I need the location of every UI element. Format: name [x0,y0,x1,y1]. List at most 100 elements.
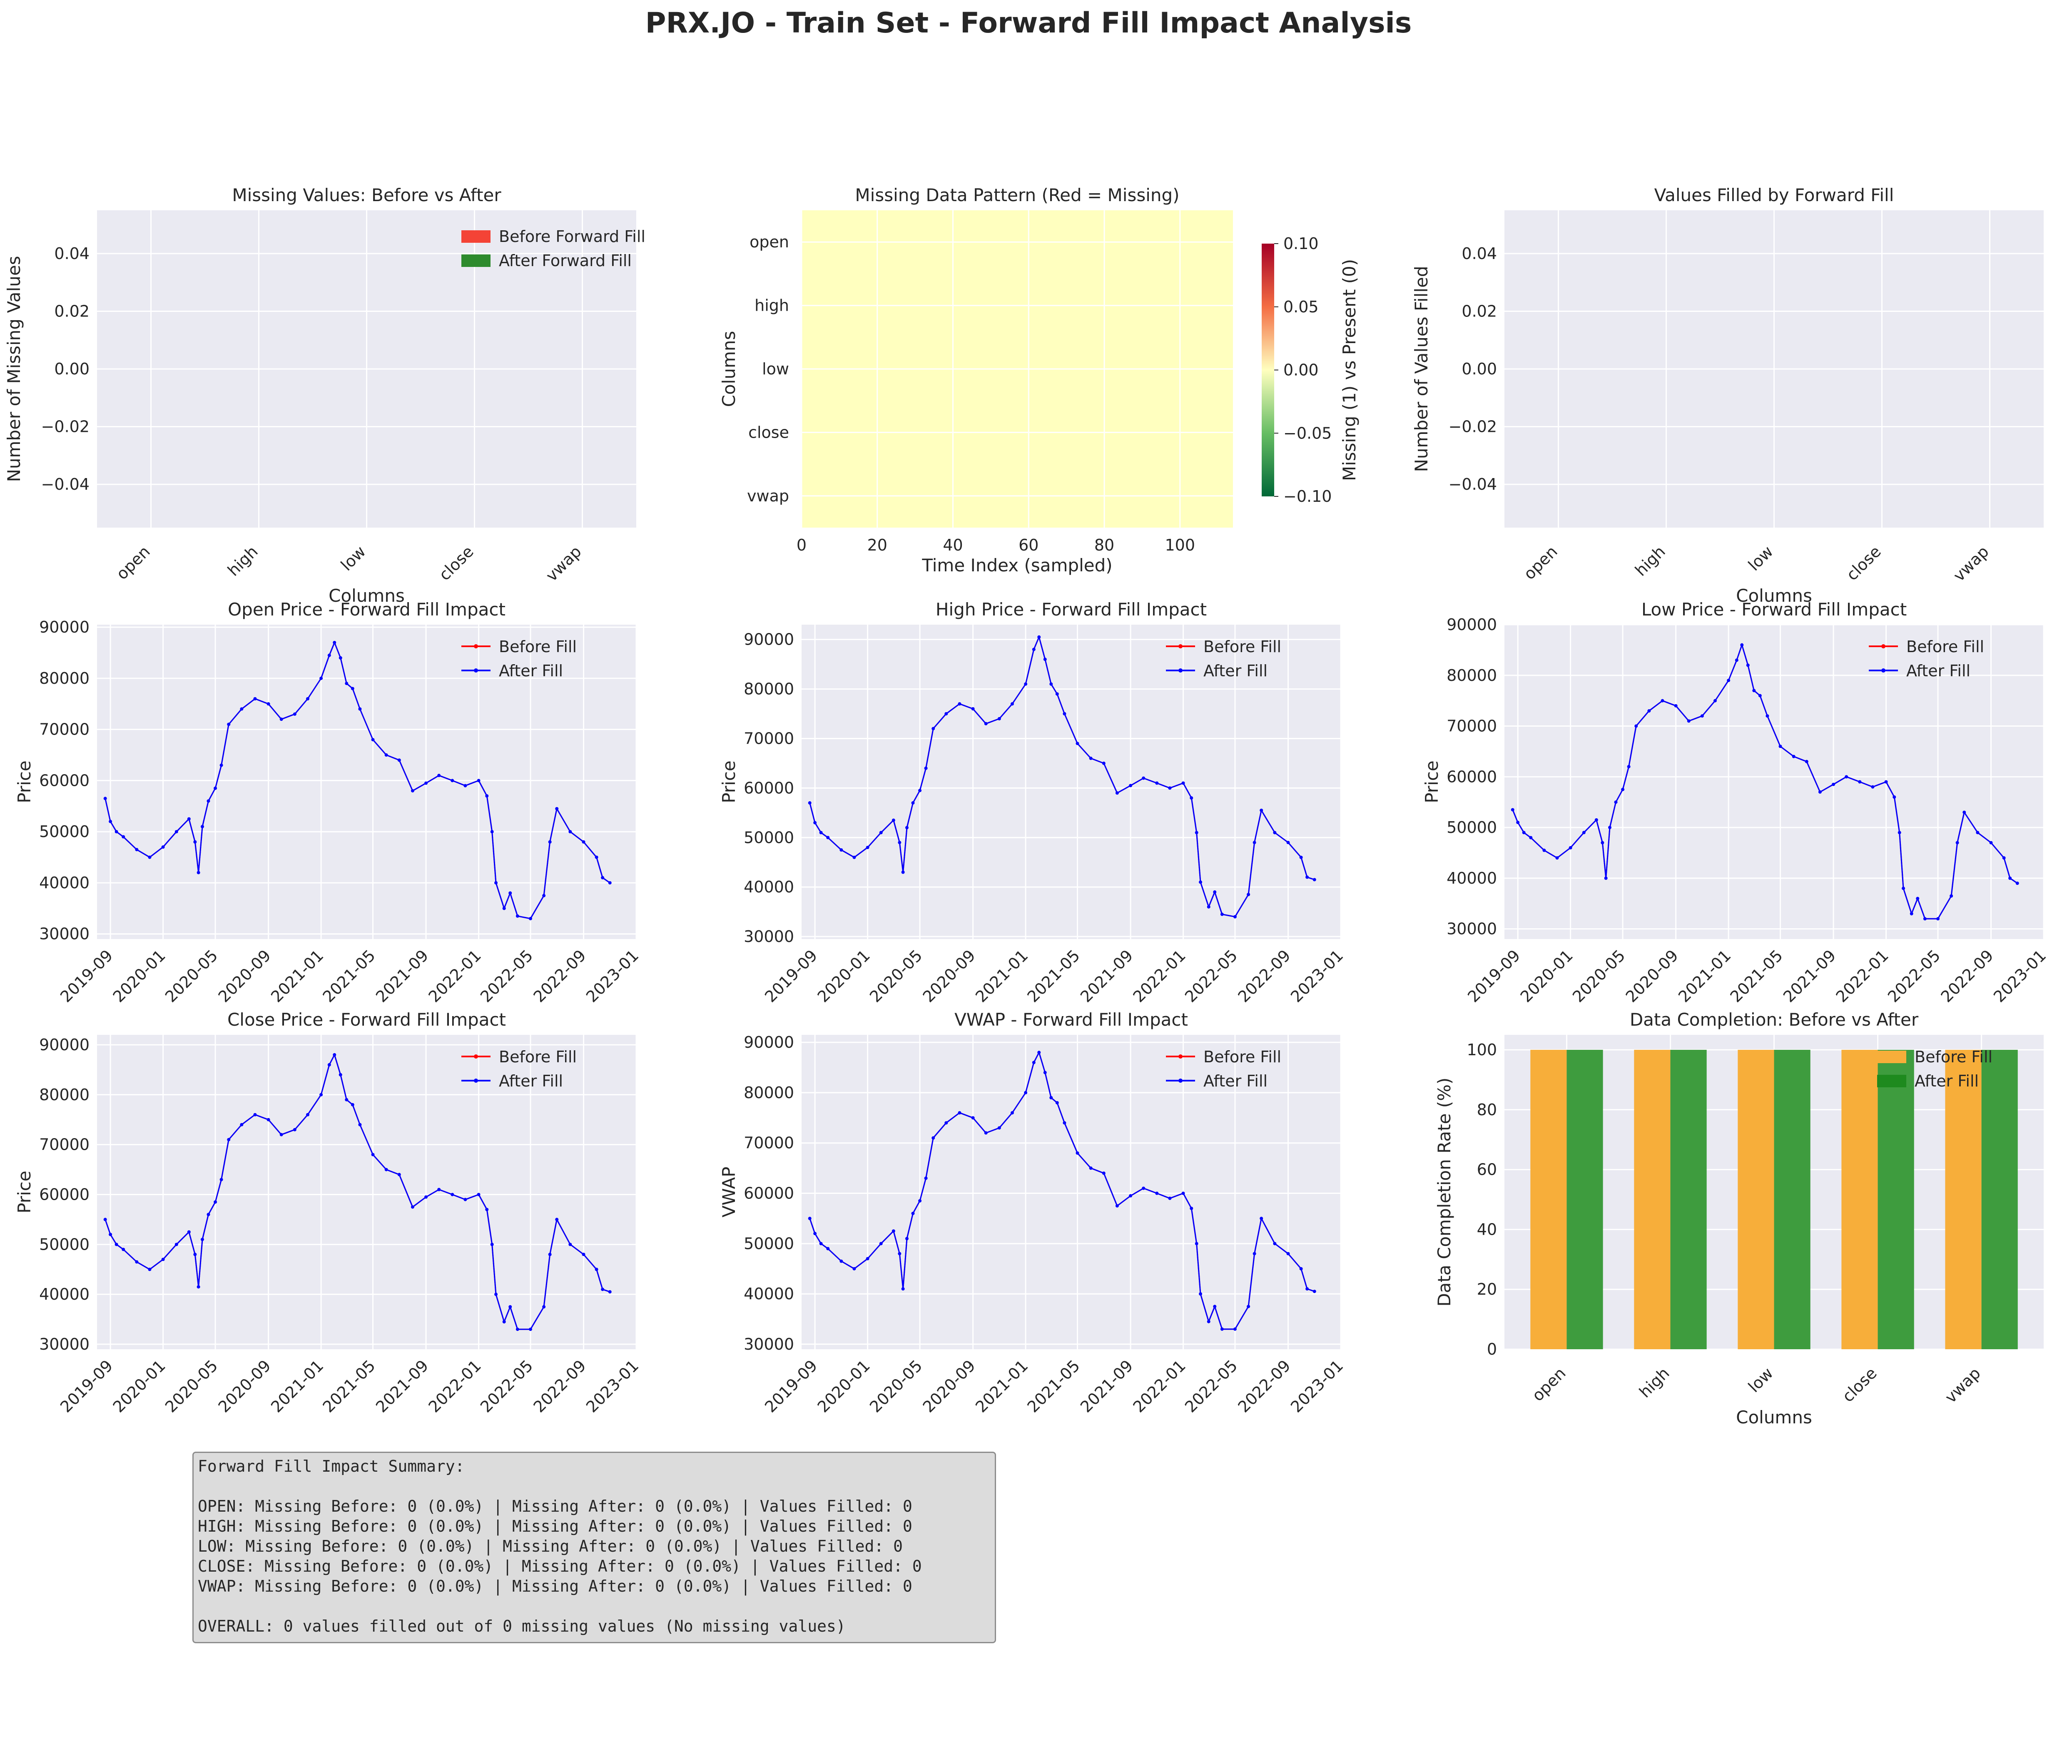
data-point [984,722,988,725]
data-point [1168,786,1172,790]
data-point [555,807,559,810]
x-tick-label: 2021-01 [267,946,327,1006]
x-tick-label: 2020-05 [866,1356,926,1416]
data-point [892,818,895,822]
data-point [508,1305,512,1309]
legend-label: Before Fill [1915,1048,1992,1066]
data-point [424,1195,428,1199]
data-point [997,1126,1001,1130]
data-point [1608,826,1611,830]
data-point [214,1200,217,1204]
data-point [1594,818,1598,822]
data-point [892,1229,895,1233]
data-point [1032,648,1036,651]
data-point [1024,682,1028,686]
y-tick-label: 40000 [39,874,90,892]
y-tick-label: 80000 [39,669,90,688]
y-tick-label: 30000 [744,1335,794,1353]
data-point [1063,712,1066,716]
legend-marker [474,1079,478,1083]
data-point [852,855,856,859]
data-point [1195,831,1198,835]
data-point [187,817,191,821]
data-point [477,779,481,782]
data-point [1601,841,1604,845]
y-axis-label: Price [14,760,35,803]
bar-before-fill [1634,1049,1671,1349]
x-tick-label: 40 [943,536,963,554]
data-point [601,1288,605,1291]
x-tick-label: open [113,542,154,583]
legend-marker [474,644,478,648]
panel-title: Open Price - Forward Fill Impact [228,599,506,620]
data-point [826,1247,830,1251]
panel-title: VWAP - Forward Fill Impact [954,1009,1188,1030]
y-tick-label: 40000 [39,1285,90,1303]
y-axis-label: Columns [719,331,739,407]
data-point [1713,699,1717,703]
data-point [122,1248,125,1251]
y-axis-label: Number of Missing Values [4,256,24,482]
y-tick-label: 0.02 [1462,302,1497,320]
data-point [508,891,512,895]
legend-marker [1881,644,1885,648]
y-tick-label: 0.04 [1462,244,1497,263]
data-point [813,821,817,825]
data-point [207,799,210,803]
data-point [608,1290,612,1294]
data-point [319,676,323,680]
data-point [2015,882,2019,885]
x-tick-label: 2021-01 [1675,946,1734,1006]
data-point [451,779,454,782]
data-point [516,914,519,918]
data-point [826,836,830,840]
data-point [1253,841,1256,845]
data-point [1569,846,1572,850]
panel-close: Close Price - Forward Fill Impact 90000 80… [14,1009,642,1416]
legend-marker [1178,668,1183,673]
y-tick-label: 50000 [744,828,794,847]
y-tick-label: 40000 [744,1285,794,1303]
data-point [319,1093,323,1096]
y-tick-label: 60000 [39,1185,90,1203]
legend-label: Before Fill [1203,1048,1281,1066]
data-point [477,1193,481,1196]
data-point [1916,897,1920,900]
data-point [502,907,506,910]
y-tick-label: −0.04 [1449,475,1497,493]
data-point [1727,678,1731,682]
data-point [1043,1071,1047,1074]
data-point [852,1267,856,1271]
data-point [1735,658,1738,662]
x-tick-label: open [1520,542,1561,583]
data-point [1511,808,1514,812]
panel-values-filled: Values Filled by Forward Fill 0.04 0.02 0.0… [1411,185,2044,606]
x-tick-label: 2021-05 [319,1356,379,1416]
data-point [1115,1204,1119,1208]
legend-label: Before Fill [1906,638,1984,656]
panel-high: High Price - Forward Fill Impact 90000 800… [719,599,1347,1006]
x-tick-label: 2021-05 [319,946,379,1006]
data-point [971,707,975,711]
data-point [1010,702,1014,706]
data-point [1299,1267,1303,1271]
y-tick-label: 20 [1477,1280,1497,1298]
data-point [1063,1121,1066,1125]
data-point [1190,1206,1193,1210]
y-tick-label: vwap [747,487,789,505]
data-point [1884,780,1888,784]
colorbar-tick-label: −0.10 [1283,487,1332,506]
data-point [1155,1191,1159,1195]
data-point [542,894,546,897]
data-point [819,1242,823,1246]
y-tick-label: −0.02 [1449,418,1497,436]
x-tick-label: 80 [1094,536,1114,554]
legend-marker [1881,668,1885,673]
data-point [193,1253,197,1256]
x-tick-label: 2020-05 [162,946,221,1006]
x-tick-label: vwap [1950,542,1992,585]
data-point [279,718,283,721]
y-tick-label: −0.02 [41,418,90,436]
x-tick-label: 60 [1019,536,1038,554]
summary-line-close: CLOSE: Missing Before: 0 (0.0%) | Missin… [198,1557,922,1575]
